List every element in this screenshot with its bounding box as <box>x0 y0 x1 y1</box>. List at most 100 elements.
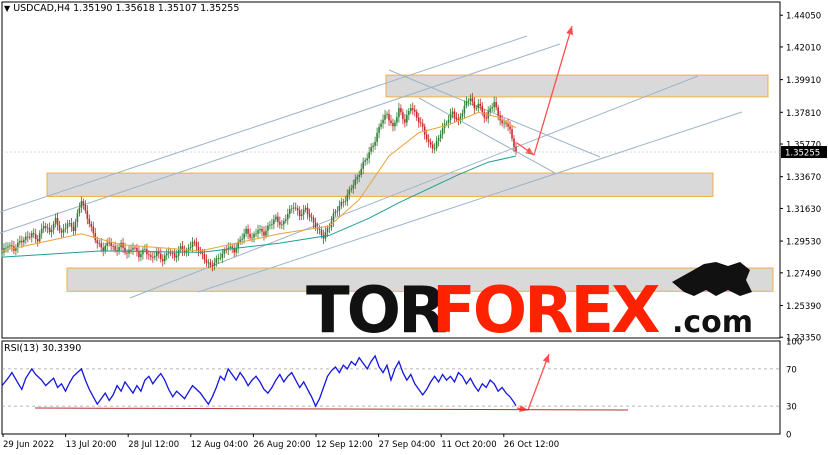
y-tick-label: 1.33670 <box>786 173 821 183</box>
candle-body <box>412 108 414 110</box>
candle-body <box>48 227 51 233</box>
rsi-tick-label: 100 <box>786 338 802 348</box>
candle-body <box>441 128 444 135</box>
candle-body <box>247 228 249 234</box>
y-tick-label: 1.39910 <box>786 76 821 86</box>
candle-body <box>384 114 386 120</box>
candle-body <box>273 219 275 225</box>
candle-body <box>209 262 212 266</box>
candle-body <box>19 240 21 243</box>
candle-body <box>415 111 418 118</box>
candle-body <box>1 252 3 254</box>
rsi-panel-frame <box>1 340 781 435</box>
candle-body <box>144 249 146 250</box>
candle-body <box>314 222 317 228</box>
candle-body <box>257 230 259 234</box>
candle-body <box>398 108 400 118</box>
candle-body <box>181 246 184 251</box>
candle-body <box>457 119 460 120</box>
candle-body <box>469 98 472 101</box>
candle-body <box>455 117 458 120</box>
candle-body <box>177 249 180 256</box>
channel-line-0 <box>0 35 528 213</box>
candle-body <box>342 201 345 203</box>
x-tick-label: 29 Jun 2022 <box>3 440 54 450</box>
candle-body <box>98 243 101 245</box>
candle-body <box>408 111 410 115</box>
candle-body <box>284 219 287 221</box>
candle-body <box>70 223 73 227</box>
candle-body <box>497 107 499 116</box>
candle-body <box>300 214 303 217</box>
candle-body <box>25 236 27 240</box>
candle-body <box>203 253 206 260</box>
x-tick-label: 11 Oct 20:00 <box>441 440 496 450</box>
candle-body <box>64 228 67 229</box>
candle-body <box>17 242 19 248</box>
candle-body <box>34 234 37 240</box>
candle-body <box>132 247 134 250</box>
candle-body <box>72 226 75 231</box>
candle-body <box>336 210 339 212</box>
bull-icon <box>672 262 752 296</box>
logo-text-suffix: .com <box>672 305 753 340</box>
dropdown-triangle-icon[interactable]: ▼ <box>4 4 11 13</box>
ma_slow-line <box>1 155 517 258</box>
candle-body <box>481 105 484 113</box>
channel-line-1 <box>0 43 561 234</box>
candle-body <box>404 119 406 123</box>
candle-body <box>201 251 204 254</box>
candle-body <box>354 179 357 186</box>
candle-body <box>237 241 239 249</box>
candle-body <box>140 254 142 258</box>
candle-body <box>50 229 53 233</box>
candle-body <box>509 126 511 130</box>
candle-body <box>118 247 120 251</box>
candle-body <box>163 255 166 262</box>
candle-body <box>179 246 182 250</box>
logo-text-forex: FOREX <box>432 274 660 348</box>
candle-body <box>78 207 81 214</box>
candle-body <box>346 194 349 202</box>
candle-body <box>231 246 234 249</box>
channel-line-2 <box>129 75 699 299</box>
candle-body <box>356 176 359 180</box>
candle-body <box>318 228 321 230</box>
candle-body <box>505 122 507 124</box>
candle-body <box>449 114 452 120</box>
candle-body <box>195 242 198 247</box>
candle-body <box>348 189 351 195</box>
candle-body <box>54 218 57 224</box>
candle-body <box>445 122 448 124</box>
candle-body <box>183 250 186 253</box>
candle-body <box>298 210 301 217</box>
candle-body <box>229 246 232 248</box>
candle-body <box>251 237 253 239</box>
candle-body <box>76 213 79 222</box>
candle-body <box>344 201 347 203</box>
candle-body <box>362 161 364 169</box>
candle-body <box>463 105 466 114</box>
rsi-title: RSI(13) 30.3390 <box>4 343 82 354</box>
candle-body <box>277 216 279 222</box>
candle-body <box>489 108 491 112</box>
candle-body <box>80 201 83 208</box>
candle-body <box>350 188 353 190</box>
candle-body <box>134 247 136 249</box>
candle-body <box>42 226 45 229</box>
candle-body <box>148 254 150 256</box>
candle-body <box>493 102 495 108</box>
candle-body <box>207 262 210 264</box>
rsi-arrow-down-head <box>519 405 528 412</box>
candle-body <box>275 216 277 220</box>
candle-body <box>425 134 428 140</box>
candle-body <box>376 132 378 142</box>
candle-body <box>400 108 402 113</box>
candle-body <box>372 145 374 148</box>
y-tick-label: 1.23350 <box>786 334 821 344</box>
candle-body <box>126 252 128 254</box>
channel-line-5 <box>418 97 556 174</box>
candle-body <box>511 129 513 139</box>
candle-body <box>102 247 105 252</box>
